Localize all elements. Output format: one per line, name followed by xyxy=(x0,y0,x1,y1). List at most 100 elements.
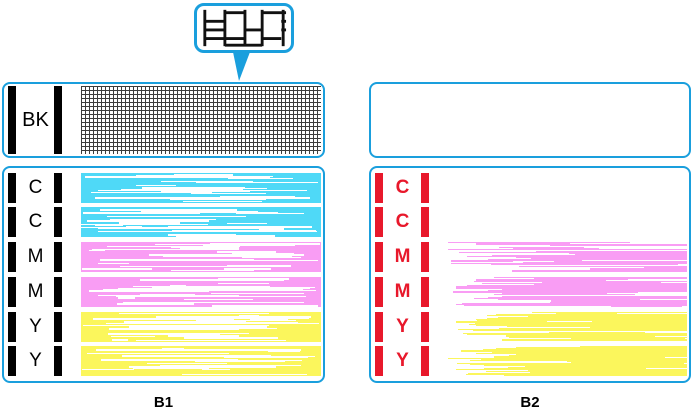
print-streak xyxy=(641,325,687,327)
print-streak xyxy=(488,259,582,262)
print-streak xyxy=(516,257,687,259)
print-streak xyxy=(587,258,687,261)
left-bar xyxy=(375,172,383,203)
print-streak xyxy=(539,338,687,341)
print-streak xyxy=(83,212,200,215)
print-streak xyxy=(608,289,687,292)
print-streak xyxy=(259,228,284,231)
print-streak xyxy=(565,336,687,338)
print-streak xyxy=(228,177,293,179)
print-streak xyxy=(487,317,687,320)
print-streak xyxy=(242,257,301,259)
print-streak xyxy=(168,334,239,337)
left-bar xyxy=(8,346,16,377)
print-streak xyxy=(486,323,687,326)
print-streak xyxy=(466,358,681,360)
print-streak xyxy=(600,329,671,331)
print-streak xyxy=(238,321,298,324)
print-streak xyxy=(166,295,306,297)
print-streak xyxy=(550,245,687,247)
print-streak xyxy=(87,220,209,223)
print-streak xyxy=(611,304,682,307)
print-streak xyxy=(124,320,246,323)
magnified-nozzle-grid-icon xyxy=(203,9,287,47)
print-streak xyxy=(203,349,301,352)
print-streak xyxy=(574,287,687,289)
print-streak xyxy=(81,224,208,226)
print-streak xyxy=(538,315,635,318)
print-streak xyxy=(511,325,687,327)
print-streak xyxy=(513,248,599,250)
print-streak xyxy=(250,318,288,320)
print-streak xyxy=(95,225,123,227)
right-bar xyxy=(421,172,429,203)
print-streak xyxy=(184,298,253,300)
left-bar xyxy=(375,242,383,273)
right-bar xyxy=(421,346,429,377)
print-streak xyxy=(156,315,311,318)
print-streak xyxy=(502,352,687,355)
print-streak xyxy=(596,346,687,348)
print-streak xyxy=(129,325,267,328)
print-streak xyxy=(98,294,239,296)
ink-band xyxy=(81,242,321,273)
right-bar xyxy=(54,276,62,307)
print-streak xyxy=(473,328,648,331)
print-streak xyxy=(211,292,304,294)
print-streak xyxy=(180,247,210,250)
ink-row-y: Y xyxy=(4,311,323,342)
print-streak xyxy=(550,301,657,303)
print-streak xyxy=(107,246,159,248)
bk-nozzle-grid-pattern xyxy=(81,86,321,154)
print-streak xyxy=(164,176,270,178)
ink-row-m: M xyxy=(371,242,689,273)
print-streak xyxy=(144,187,267,189)
ink-row-label: Y xyxy=(396,350,409,372)
print-streak xyxy=(183,200,262,202)
print-streak xyxy=(202,369,230,371)
ink-band xyxy=(448,242,687,273)
print-streak xyxy=(533,285,687,287)
left-bar xyxy=(8,276,16,307)
black-bar xyxy=(54,86,62,154)
print-streak xyxy=(488,296,668,299)
left-bar xyxy=(8,242,16,273)
print-streak xyxy=(569,252,687,255)
print-streak xyxy=(160,227,265,230)
print-streak xyxy=(456,286,625,289)
print-streak xyxy=(578,349,687,351)
print-streak xyxy=(111,335,155,337)
print-streak xyxy=(123,216,246,218)
print-streak xyxy=(575,364,687,366)
print-streak xyxy=(123,301,275,303)
print-streak xyxy=(561,327,687,329)
print-streak xyxy=(448,249,633,251)
print-streak xyxy=(464,304,687,306)
print-streak xyxy=(506,334,655,337)
print-streak xyxy=(117,302,194,305)
print-streak xyxy=(217,251,276,254)
print-streak xyxy=(470,364,601,366)
print-streak xyxy=(91,191,212,193)
print-streak xyxy=(448,242,630,244)
print-streak xyxy=(133,367,209,370)
print-streak xyxy=(644,267,687,269)
print-streak xyxy=(615,373,687,376)
print-streak xyxy=(451,263,541,265)
print-streak xyxy=(227,265,291,268)
print-streak xyxy=(95,196,232,199)
ink-row-label: C xyxy=(28,211,43,233)
print-streak xyxy=(596,317,687,319)
print-streak xyxy=(451,260,513,263)
print-streak xyxy=(243,213,304,215)
ink-band xyxy=(448,173,687,203)
right-bar xyxy=(421,276,429,307)
right-bar xyxy=(54,172,62,203)
print-streak xyxy=(185,289,241,291)
print-streak xyxy=(474,297,567,299)
ink-band xyxy=(81,311,321,342)
print-streak xyxy=(140,278,284,281)
